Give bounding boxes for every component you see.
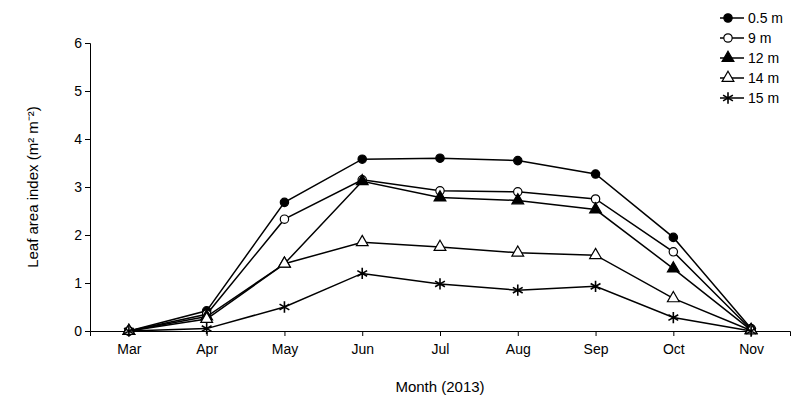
y-tick-mark: [85, 331, 90, 332]
y-axis: 0 1 2 3 4 5 6: [74, 35, 90, 339]
legend-label: 9 m: [748, 30, 771, 46]
series-line: [129, 180, 751, 331]
x-tick-mark: [673, 331, 674, 336]
y-tick: 6: [74, 35, 90, 51]
series-line: [129, 273, 751, 331]
x-tick-mark: [518, 331, 519, 336]
legend-label: 12 m: [748, 50, 779, 66]
series-marker: [358, 155, 366, 163]
y-tick-mark: [85, 139, 90, 140]
y-tick-label: 2: [74, 227, 82, 243]
x-tick: Jun: [351, 331, 374, 357]
x-tick-mark: [362, 331, 363, 336]
x-tick-label: Sep: [584, 341, 609, 357]
legend-label: 14 m: [748, 70, 779, 86]
series-marker: [280, 198, 288, 206]
series-marker: [591, 170, 599, 178]
y-tick: 2: [74, 227, 90, 243]
series-marker: [280, 301, 290, 312]
y-tick-mark: [85, 235, 90, 236]
series-marker: [124, 325, 134, 336]
y-tick: 3: [74, 179, 90, 195]
series-line: [129, 242, 751, 331]
x-axis-line: [91, 332, 791, 337]
y-tick-mark: [85, 91, 90, 92]
series-marker: [434, 191, 446, 201]
series-marker: [356, 235, 368, 245]
series-marker: [513, 285, 523, 296]
series-marker: [669, 233, 677, 241]
x-tick-mark: [440, 331, 441, 336]
y-tick-label: 6: [74, 35, 82, 51]
series-marker: [280, 215, 288, 223]
series-marker: [667, 262, 679, 272]
series-line: [129, 181, 751, 331]
series-marker: [591, 281, 601, 292]
legend-marker: [724, 34, 732, 42]
series-marker: [514, 156, 522, 164]
x-tick-label: Nov: [739, 341, 764, 357]
series-marker: [201, 312, 213, 322]
y-tick-mark: [85, 187, 90, 188]
y-axis-line: [85, 44, 91, 332]
legend-label: 0.5 m: [748, 10, 783, 26]
y-tick-label: 1: [74, 275, 82, 291]
plot-area: [123, 154, 757, 337]
x-tick-label: Apr: [196, 341, 218, 357]
x-tick-label: May: [272, 341, 298, 357]
x-tick: May: [272, 331, 298, 357]
series-marker: [669, 248, 677, 256]
legend-marker: [724, 14, 732, 22]
series-marker: [590, 248, 602, 258]
series-marker: [279, 257, 291, 267]
series-marker: [435, 278, 445, 289]
series-marker: [668, 312, 678, 323]
series-marker: [746, 325, 756, 336]
x-tick: Apr: [196, 331, 218, 357]
y-tick: 5: [74, 83, 90, 99]
x-tick: Aug: [506, 331, 531, 357]
series-line: [129, 158, 751, 331]
y-tick: 1: [74, 275, 90, 291]
x-tick-label: Oct: [663, 341, 685, 357]
y-tick: 0: [74, 323, 90, 339]
series-marker: [202, 323, 212, 334]
series-marker: [357, 268, 367, 279]
legend-label: 15 m: [748, 90, 779, 106]
y-tick-label: 3: [74, 179, 82, 195]
series-marker: [590, 203, 602, 213]
series-marker: [512, 194, 524, 204]
x-tick-label: Jun: [351, 341, 374, 357]
x-tick: Sep: [584, 331, 609, 357]
y-tick-mark: [85, 283, 90, 284]
legend: 0.5 m 9 m 12 m 14 m 15 m: [720, 10, 783, 106]
y-tick-label: 0: [74, 323, 82, 339]
legend-marker: [723, 92, 733, 103]
x-tick: Jul: [432, 331, 450, 357]
series-marker: [434, 240, 446, 250]
x-tick: Oct: [663, 331, 685, 357]
y-axis-title: Leaf area index (m² m⁻²): [24, 106, 41, 268]
x-axis-title: Month (2013): [395, 378, 484, 395]
x-axis: Mar Apr May Jun Jul Aug Sep Oct Nov: [91, 331, 791, 357]
x-tick-label: Mar: [117, 341, 141, 357]
x-tick-mark: [284, 331, 285, 336]
series-marker: [512, 246, 524, 256]
legend-marker: [722, 51, 734, 61]
y-tick: 4: [74, 131, 90, 147]
y-tick-label: 4: [74, 131, 82, 147]
chart: 0 1 2 3 4 5 6 Mar Apr May Jun Jul Aug Sep Oct Nov Month …: [0, 0, 810, 414]
y-tick-label: 5: [74, 83, 82, 99]
x-tick-mark: [596, 331, 597, 336]
series-marker: [436, 154, 444, 162]
legend-line: [720, 97, 744, 99]
series-marker: [356, 174, 368, 184]
series-marker: [667, 292, 679, 302]
legend-marker: [722, 71, 734, 81]
x-tick-label: Aug: [506, 341, 531, 357]
x-tick-label: Jul: [432, 341, 450, 357]
y-tick-mark: [85, 43, 90, 44]
